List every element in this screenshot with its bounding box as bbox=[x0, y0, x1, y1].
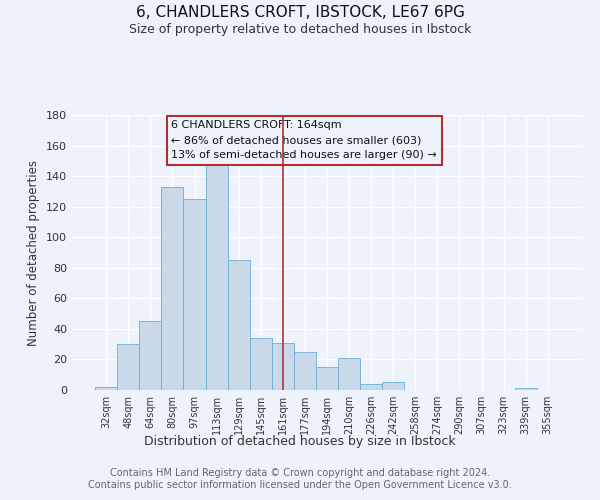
Text: 6 CHANDLERS CROFT: 164sqm
← 86% of detached houses are smaller (603)
13% of semi: 6 CHANDLERS CROFT: 164sqm ← 86% of detac… bbox=[172, 120, 437, 160]
Bar bbox=[95, 387, 117, 390]
Bar bbox=[515, 388, 537, 390]
Bar bbox=[139, 322, 161, 390]
Text: Contains HM Land Registry data © Crown copyright and database right 2024.: Contains HM Land Registry data © Crown c… bbox=[110, 468, 490, 477]
Bar bbox=[382, 382, 404, 390]
Bar bbox=[294, 352, 316, 390]
Bar bbox=[272, 342, 294, 390]
Text: Size of property relative to detached houses in Ibstock: Size of property relative to detached ho… bbox=[129, 22, 471, 36]
Bar bbox=[316, 367, 338, 390]
Bar bbox=[206, 164, 227, 390]
Text: Contains public sector information licensed under the Open Government Licence v3: Contains public sector information licen… bbox=[88, 480, 512, 490]
Bar bbox=[227, 260, 250, 390]
Bar bbox=[117, 344, 139, 390]
Bar bbox=[360, 384, 382, 390]
Y-axis label: Number of detached properties: Number of detached properties bbox=[28, 160, 40, 346]
Bar bbox=[338, 358, 360, 390]
Bar bbox=[250, 338, 272, 390]
Bar bbox=[161, 187, 184, 390]
Bar bbox=[184, 199, 206, 390]
Text: 6, CHANDLERS CROFT, IBSTOCK, LE67 6PG: 6, CHANDLERS CROFT, IBSTOCK, LE67 6PG bbox=[136, 5, 464, 20]
Text: Distribution of detached houses by size in Ibstock: Distribution of detached houses by size … bbox=[144, 435, 456, 448]
